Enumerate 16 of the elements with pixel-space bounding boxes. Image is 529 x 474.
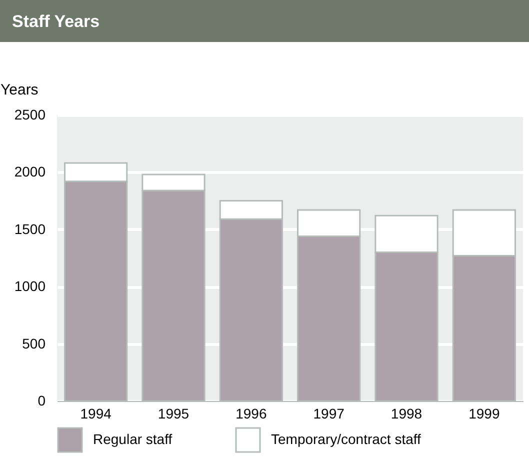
legend-label: Regular staff <box>93 431 172 447</box>
x-tick-label: 1997 <box>313 406 345 422</box>
x-tick-label: 1999 <box>468 406 500 422</box>
y-tick-label: 0 <box>38 392 46 408</box>
x-tick-label: 1998 <box>390 406 422 422</box>
y-tick-label: 2000 <box>14 164 46 180</box>
y-tick-label: 2500 <box>14 106 46 122</box>
y-tick-label: 1500 <box>14 220 46 237</box>
x-tick-label: 1994 <box>80 406 112 422</box>
legend-label: Temporary/contract staff <box>271 431 422 447</box>
chart-title: Staff Years <box>12 12 100 31</box>
x-tick-label: 1996 <box>236 406 267 422</box>
y-axis-title: Years <box>0 82 38 98</box>
y-tick-label: 1000 <box>14 278 46 294</box>
x-tick-label: 1995 <box>158 406 190 422</box>
y-tick-label: 500 <box>22 335 46 352</box>
